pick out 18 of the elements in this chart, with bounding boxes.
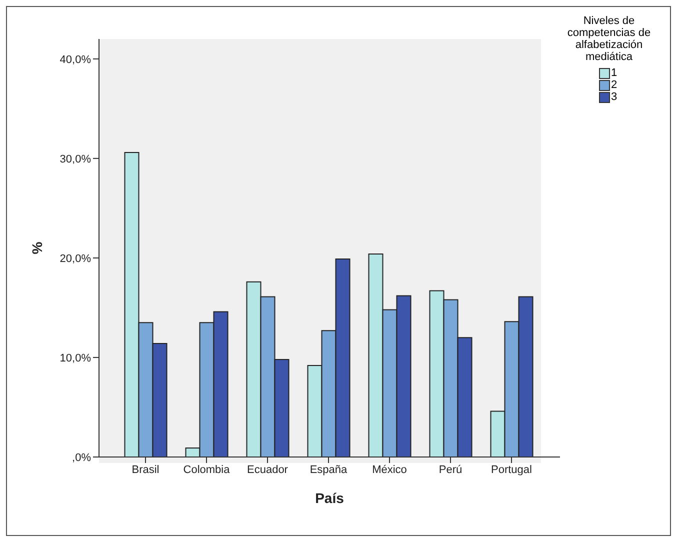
- y-axis-title: %: [28, 241, 45, 254]
- y-tick-label: 10,0%: [60, 352, 92, 364]
- y-tick-label: 30,0%: [60, 153, 92, 166]
- y-tick-label: 40,0%: [60, 54, 92, 66]
- x-tick-label: Ecuador: [247, 464, 288, 476]
- y-tick-label: 20,0%: [60, 252, 92, 265]
- x-tick-label: México: [372, 464, 407, 476]
- legend-label: 3: [611, 91, 618, 103]
- x-tick-label: Portugal: [491, 464, 532, 476]
- x-tick-label: Colombia: [183, 464, 231, 476]
- x-axis-title: País: [315, 490, 344, 506]
- legend-title: Niveles de competencias de alfabetización mediática: [566, 15, 652, 63]
- y-tick-label: ,0%: [72, 452, 92, 464]
- x-tick-label: Perú: [438, 464, 462, 476]
- x-tick-label: España: [310, 464, 348, 476]
- legend-label: 1: [611, 67, 618, 79]
- legend-label: 2: [611, 79, 618, 91]
- x-tick-label: Brasil: [132, 464, 160, 476]
